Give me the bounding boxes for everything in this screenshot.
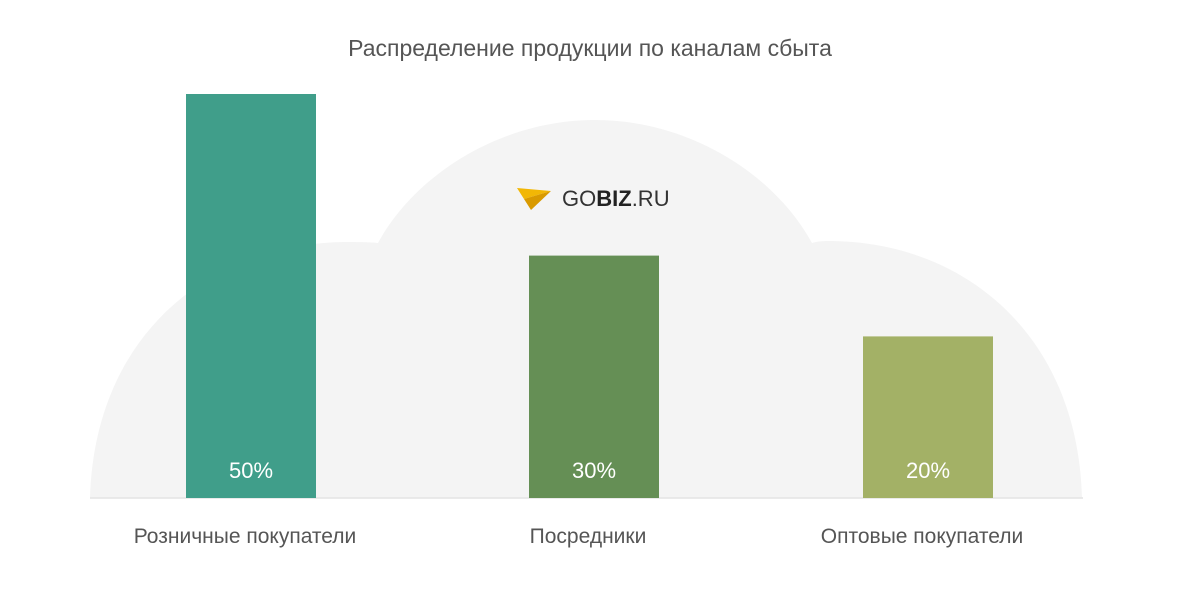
bars-group: 50% 30% 20% — [186, 94, 993, 498]
category-label-3: Оптовые покупатели — [821, 525, 1023, 548]
bar-1 — [186, 94, 316, 498]
bar-value-label-3: 20% — [906, 458, 950, 483]
category-label-1: Розничные покупатели — [134, 525, 357, 548]
gobiz-logo: GOBIZ.RU — [517, 186, 670, 211]
category-labels-group: Розничные покупатели Посредники Оптовые по… — [134, 525, 1024, 548]
bar-2 — [529, 255, 659, 498]
bar-3 — [863, 336, 993, 498]
bar-value-label-2: 30% — [572, 458, 616, 483]
category-label-2: Посредники — [530, 525, 647, 548]
logo-text: GOBIZ.RU — [562, 186, 670, 211]
paper-plane-icon — [517, 188, 551, 210]
bar-value-label-1: 50% — [229, 458, 273, 483]
chart-title: Распределение продукции по каналам сбыта — [348, 35, 832, 61]
